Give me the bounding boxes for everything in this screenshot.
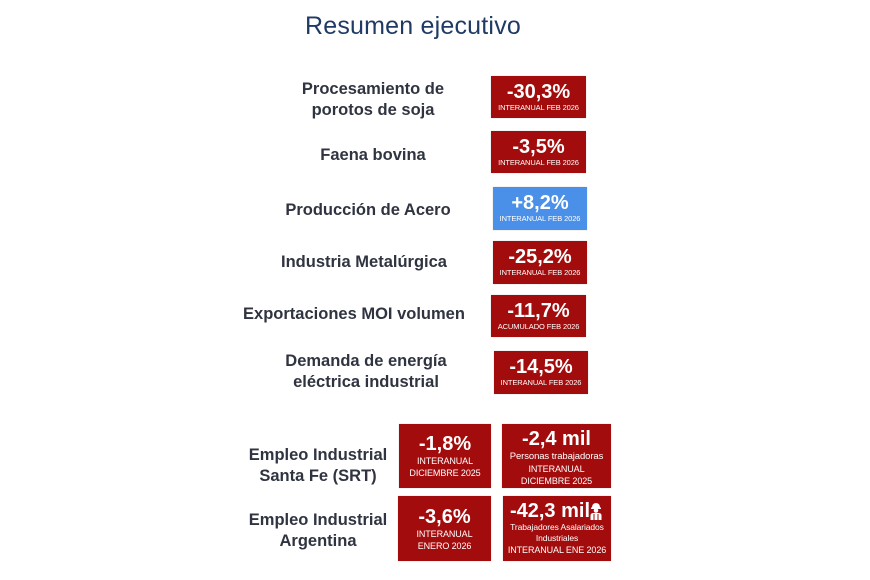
indicator-value: -25,2%: [508, 246, 572, 268]
label-line: Empleo Industrial: [248, 446, 388, 464]
label-line: eléctrica industrial: [293, 373, 439, 391]
indicator-label-energia: Demanda de energía eléctrica industrial: [266, 351, 466, 393]
employment-pct-badge-santa-fe: -1,8% INTERANUAL DICIEMBRE 2025: [399, 424, 491, 488]
employment-pct-sub: ENERO 2026: [417, 541, 472, 551]
indicator-period: INTERANUAL FEB 2026: [498, 103, 579, 112]
employment-label-argentina: Empleo Industrial Argentina: [248, 510, 388, 552]
indicator-period: INTERANUAL FEB 2026: [499, 268, 581, 277]
employment-pct-sub: DICIEMBRE 2025: [409, 468, 481, 478]
indicator-label-exportaciones: Exportaciones MOI volumen: [236, 304, 472, 325]
employment-pct-badge-argentina: -3,6% INTERANUAL ENERO 2026: [398, 496, 491, 561]
indicator-value: -14,5%: [509, 356, 573, 378]
indicator-badge-faena: -3,5% INTERANUAL FEB 2026: [491, 131, 586, 173]
indicator-label-acero: Producción de Acero: [268, 200, 468, 221]
indicator-label-faena: Faena bovina: [283, 145, 463, 166]
label-line: Producción de Acero: [285, 201, 451, 219]
indicator-period: ACUMULADO FEB 2026: [497, 322, 580, 331]
indicator-badge-energia: -14,5% INTERANUAL FEB 2026: [494, 351, 588, 394]
employment-abs-sub: Industriales: [535, 533, 579, 543]
label-line: Santa Fe (SRT): [259, 467, 377, 485]
employment-abs-sub: Trabajadores Asalariados: [510, 522, 604, 532]
label-line: Demanda de energía: [285, 352, 447, 370]
label-line: Exportaciones MOI volumen: [243, 305, 465, 323]
label-line: Empleo Industrial: [248, 511, 388, 529]
label-line: Argentina: [279, 532, 357, 550]
employment-abs-value: -2,4 mil: [522, 428, 591, 450]
indicator-period: INTERANUAL FEB 2026: [498, 158, 579, 167]
indicator-badge-exportaciones: -11,7% ACUMULADO FEB 2026: [491, 295, 586, 337]
indicator-value: -3,5%: [512, 136, 565, 158]
indicator-label-soja: Procesamiento de porotos de soja: [283, 79, 463, 121]
indicator-value: -30,3%: [506, 81, 571, 103]
label-line: Faena bovina: [320, 146, 426, 164]
indicator-value: +8,2%: [511, 192, 569, 214]
indicator-badge-acero: +8,2% INTERANUAL FEB 2026: [493, 187, 587, 230]
employment-abs-sub: INTERANUAL: [528, 464, 585, 474]
indicator-badge-metalurgica: -25,2% INTERANUAL FEB 2026: [493, 241, 587, 284]
employment-label-santa-fe: Empleo Industrial Santa Fe (SRT): [248, 445, 388, 487]
employment-abs-sub: Personas trabajadoras: [509, 451, 604, 462]
worker-icon: [590, 503, 602, 520]
indicator-period: INTERANUAL FEB 2026: [500, 378, 582, 387]
employment-pct-sub: INTERANUAL: [416, 456, 473, 466]
employment-abs-sub: INTERANUAL ENE 2026: [507, 545, 607, 555]
label-line: porotos de soja: [311, 101, 435, 119]
employment-pct-value: -1,8%: [418, 433, 472, 455]
employment-abs-badge-argentina: -42,3 mil Trabajadores Asalariados Indus…: [503, 496, 611, 561]
indicator-label-metalurgica: Industria Metalúrgica: [264, 252, 464, 273]
employment-pct-value: -3,6%: [418, 506, 471, 528]
label-line: Industria Metalúrgica: [281, 253, 447, 271]
indicator-badge-soja: -30,3% INTERANUAL FEB 2026: [491, 76, 586, 118]
employment-abs-value: -42,3 mil: [509, 500, 591, 522]
indicator-value: -11,7%: [507, 300, 570, 322]
employment-pct-sub: INTERANUAL: [416, 529, 473, 539]
employment-abs-sub: DICIEMBRE 2025: [520, 476, 593, 486]
page-title: Resumen ejecutivo: [304, 12, 521, 40]
indicator-period: INTERANUAL FEB 2026: [499, 214, 581, 223]
label-line: Procesamiento de: [301, 80, 445, 98]
employment-abs-badge-santa-fe: -2,4 mil Personas trabajadoras INTERANUA…: [502, 424, 611, 488]
